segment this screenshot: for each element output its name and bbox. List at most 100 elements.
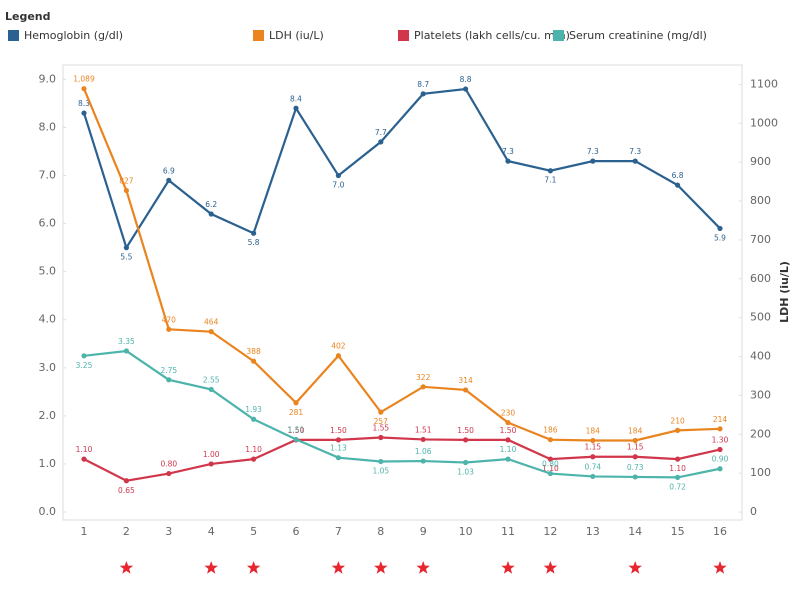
series-line [82,88,721,442]
data-point [293,400,299,406]
data-point [251,358,257,364]
data-label: 1.51 [288,425,305,434]
data-point [717,426,723,432]
y-tick-label: 7.0 [39,169,57,182]
y-tick-label: 1.0 [39,457,57,470]
data-label: 1.93 [245,405,262,414]
data-label: 2.75 [160,366,177,375]
y2-axis-label: LDH (iu/L) [778,261,791,323]
series-line [83,349,721,479]
data-point [632,158,638,164]
x-tick-label: 3 [165,525,172,538]
data-label: 1.10 [245,445,262,454]
data-label: 1.51 [415,425,432,434]
y2-tick-label: 100 [750,466,771,479]
star-marker [246,561,261,574]
y-tick-label: 9.0 [39,72,57,85]
data-label: 8.4 [290,94,302,103]
star-marker [331,561,346,574]
data-label: 184 [586,426,601,435]
data-label: 827 [119,177,134,186]
data-point [717,466,723,472]
legend-title: Legend [5,10,51,23]
data-label: 0.80 [542,460,559,469]
star-marker [204,561,218,574]
data-point [463,437,469,443]
data-point [420,384,426,390]
data-point [208,461,214,467]
data-point [590,158,596,164]
star-marker [628,561,642,574]
y-tick-label: 6.0 [39,217,57,230]
data-point [547,168,554,174]
data-label: 186 [543,426,558,435]
data-point [717,225,723,232]
data-point [166,470,172,477]
x-tick-label: 8 [377,525,384,538]
data-point [251,230,257,236]
data-point [293,105,299,111]
data-point [505,456,511,462]
data-label: 3.25 [76,361,93,370]
data-label: 7.3 [587,147,599,156]
series-line [82,87,721,251]
data-point [378,434,384,441]
y-tick-label: 5.0 [39,265,57,278]
data-point [251,416,257,422]
y2-tick-label: 300 [750,388,771,401]
data-label: 7.1 [544,176,556,185]
data-point [463,459,469,466]
star-marker [543,561,558,574]
star-marker [713,561,727,574]
data-label: 1.15 [627,443,644,452]
legend-swatch [398,30,409,41]
data-label: 230 [501,409,516,418]
data-point [590,454,596,460]
data-label: 5.9 [714,233,726,242]
data-point [335,353,341,359]
data-point [590,437,596,444]
data-point [208,211,214,217]
x-tick-label: 6 [293,525,300,538]
star-marker [374,561,388,574]
data-point [632,474,638,480]
data-label: 6.2 [205,200,217,209]
data-point [335,172,341,179]
data-label: 1.10 [500,445,517,454]
x-tick-label: 10 [459,525,473,538]
data-point [675,474,681,480]
x-tick-label: 14 [628,525,642,538]
y2-tick-label: 400 [750,350,771,363]
data-label: 1.03 [457,467,474,476]
data-label: 8.3 [78,99,90,108]
data-label: 470 [162,315,177,324]
y2-tick-label: 800 [750,194,771,207]
data-point [81,110,87,116]
data-label: 1.13 [330,444,347,453]
data-label: 322 [416,373,431,382]
data-point [81,353,87,359]
legend-swatch [253,30,264,41]
legend-label: LDH (iu/L) [269,29,324,42]
data-point [505,437,511,443]
data-point [547,437,554,443]
legend-swatch [8,30,19,41]
data-point [547,456,554,462]
data-label: 1.30 [712,436,729,445]
data-label: 7.3 [502,147,514,156]
y-tick-label: 0.0 [39,505,57,518]
data-point [675,182,681,188]
data-point [463,387,469,393]
y-tick-label: 4.0 [39,313,57,326]
data-label: 8.7 [417,80,429,89]
y2-tick-label: 200 [750,427,771,440]
data-point [123,245,129,251]
data-label: 8.8 [460,75,472,84]
data-label: 214 [713,415,728,424]
data-point [123,348,129,354]
data-label: 314 [458,376,473,385]
data-label: 210 [670,416,685,425]
data-label: 1.50 [330,426,347,435]
data-label: 0.65 [118,486,135,495]
data-point [420,458,426,464]
